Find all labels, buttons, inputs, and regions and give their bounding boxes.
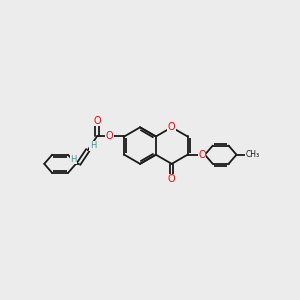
Text: H: H: [90, 141, 96, 150]
Text: H: H: [70, 155, 76, 164]
Text: CH₃: CH₃: [246, 150, 260, 159]
Text: O: O: [93, 116, 101, 126]
Text: O: O: [168, 174, 176, 184]
Text: O: O: [198, 150, 206, 160]
Text: O: O: [168, 122, 176, 132]
Text: O: O: [106, 131, 113, 142]
